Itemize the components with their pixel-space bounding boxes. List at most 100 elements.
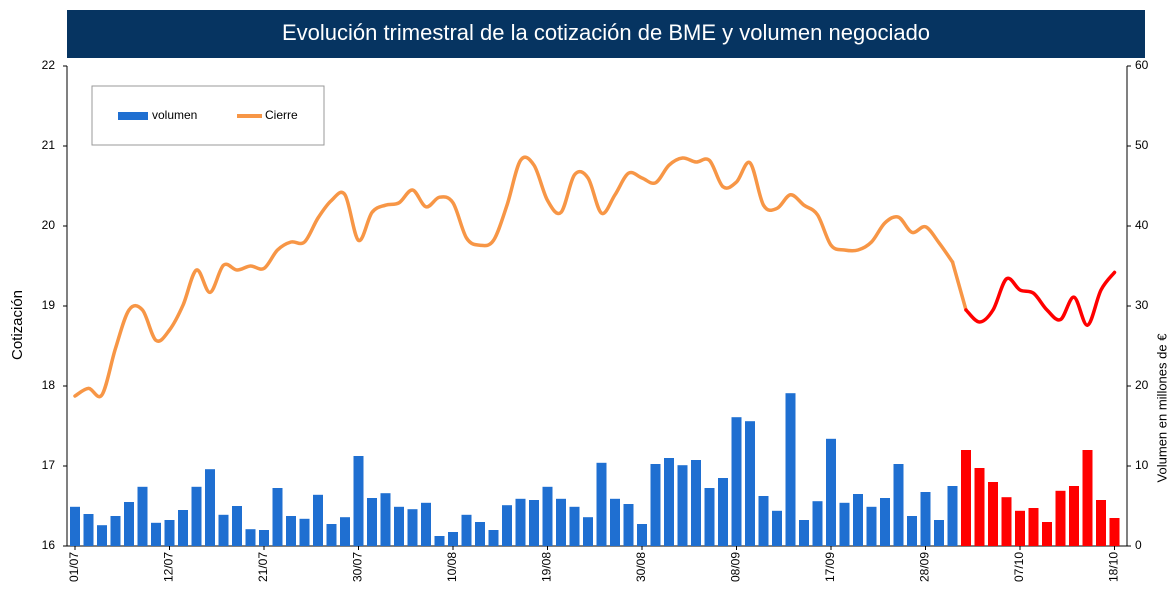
bar [286,516,296,546]
bar [664,458,674,546]
bar [542,486,553,546]
bar [947,486,958,546]
line [73,155,955,399]
bar [718,478,728,546]
x-tick-label: 19/08 [540,552,554,582]
bar [421,502,431,546]
bar [97,525,107,546]
bar [448,532,458,546]
bar [488,530,499,546]
bar [1028,508,1039,546]
x-tick-label: 28/09 [918,552,932,582]
bar [515,498,526,546]
y-tick-label: 17 [42,458,56,472]
bar [704,488,715,546]
x-tick-label: 08/09 [729,552,743,582]
bar [731,417,742,546]
y2-tick-label: 10 [1135,458,1149,472]
bar [839,502,850,546]
bar [961,450,971,546]
bar [610,498,620,546]
bar [880,498,890,546]
y-tick-label: 20 [42,218,56,232]
bar [137,486,148,546]
line-connector [950,260,968,312]
x-tick-label: 01/07 [67,552,81,582]
x-tick-label: 30/08 [634,552,648,582]
bar [907,516,917,546]
x-tick-label: 10/08 [445,552,459,582]
y-tick-label: 16 [42,538,56,552]
x-tick-label: 18/10 [1107,552,1121,582]
bar [272,488,283,546]
bar [218,514,229,546]
bar [502,505,512,546]
bar [1096,500,1106,546]
title-bar [67,10,1145,58]
bar [232,506,242,546]
y2-tick-label: 30 [1135,298,1149,312]
x-tick-label: 12/07 [162,552,176,582]
bar [853,494,863,546]
bar [772,510,782,546]
bar [556,498,566,546]
bar [1001,497,1012,546]
x-tick-label: 17/09 [823,552,837,582]
bar [340,517,350,546]
bar [826,438,836,546]
bar [596,462,607,546]
bar [1069,486,1079,546]
bar [650,464,661,546]
chart-title: Evolución trimestral de la cotización de… [282,20,930,45]
y-tick-label: 18 [42,378,56,392]
bar [1109,518,1120,546]
bar [934,520,944,546]
y2-tick-label: 20 [1135,378,1149,392]
bar [799,520,809,546]
y2-tick-label: 40 [1135,218,1149,232]
bar [326,524,337,546]
bar [407,509,418,546]
bar [529,500,539,546]
x-tick-label: 21/07 [256,552,270,582]
x-tick-label: 07/10 [1012,552,1026,582]
bar [1042,522,1052,546]
bar [434,536,445,546]
legend-label: Cierre [265,108,298,122]
bar [245,529,256,546]
bar [677,465,688,546]
bar [164,520,175,546]
bar [866,506,877,546]
line [964,270,1117,327]
bar [745,421,755,546]
bar [259,530,269,546]
bar [637,524,647,546]
bar [893,464,904,546]
y2-tick-label: 0 [1135,538,1142,552]
bar [83,514,94,546]
bar [623,504,634,546]
bar [812,501,823,546]
bar [569,506,580,546]
bar [191,486,202,546]
bar [70,506,80,546]
legend-label: volumen [152,108,197,122]
bar [394,506,404,546]
y-tick-label: 21 [42,138,56,152]
bar [110,516,121,546]
bar [785,393,796,546]
bar [475,522,485,546]
x-tick-label: 30/07 [351,552,365,582]
bar [353,456,364,546]
bar [380,493,391,546]
bar [461,514,472,546]
bar [691,460,701,546]
y2-axis-label: Volumen en millones de € [1154,333,1169,483]
y-tick-label: 22 [42,58,56,72]
bar [1082,450,1093,546]
y-axis-label: Cotización [9,290,26,360]
bar [124,502,134,546]
bar [299,518,310,546]
bar [758,496,769,546]
bar [1055,490,1066,546]
